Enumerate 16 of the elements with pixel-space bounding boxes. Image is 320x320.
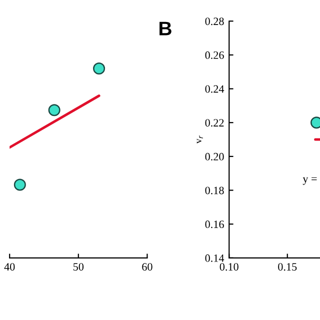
annotation: y = <box>302 177 317 185</box>
x-tick-label: 0.15 <box>278 263 297 271</box>
x-tick-label: 40 <box>4 263 15 271</box>
y-tick-label: 0.18 <box>205 186 224 194</box>
x-tick-label: 60 <box>142 263 152 271</box>
y-tick-label: 0.16 <box>205 220 224 228</box>
y-tick-label: 0.22 <box>205 119 224 127</box>
y-tick-label: 0.28 <box>205 18 224 26</box>
x-tick-label: 0.10 <box>220 263 238 271</box>
y-tick-label: 0.26 <box>205 51 224 59</box>
chart-title: B <box>160 22 172 36</box>
y-tick-label: 0.14 <box>205 254 224 262</box>
y-tick-label: 0.24 <box>205 85 224 93</box>
y-tick-label: 0.20 <box>205 152 224 160</box>
x-tick-label: 50 <box>73 263 84 271</box>
y-axis-title: v$_{r}$ <box>196 135 203 144</box>
